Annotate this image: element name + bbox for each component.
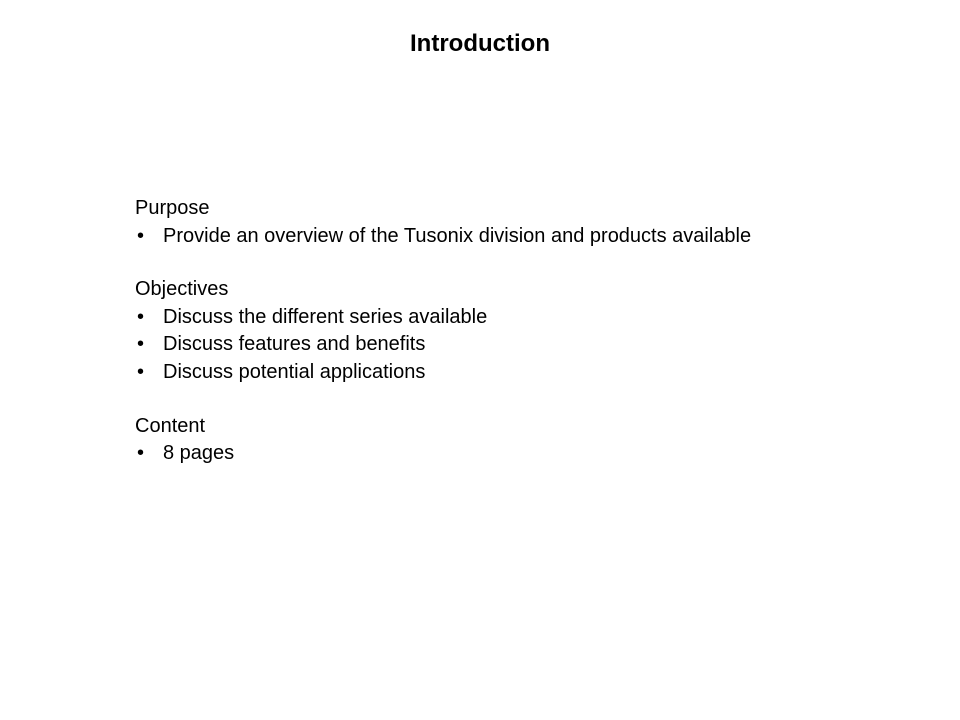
section-purpose: Purpose Provide an overview of the Tuson… [135, 195, 860, 250]
section-heading: Purpose [135, 195, 860, 223]
bullet-list: 8 pages [135, 440, 860, 468]
section-content: Content 8 pages [135, 413, 860, 468]
section-heading: Content [135, 413, 860, 441]
bullet-list: Discuss the different series available D… [135, 304, 860, 387]
bullet-item: Discuss features and benefits [135, 331, 860, 359]
section-objectives: Objectives Discuss the different series … [135, 276, 860, 386]
bullet-list: Provide an overview of the Tusonix divis… [135, 223, 860, 251]
bullet-item: 8 pages [135, 440, 860, 468]
bullet-item: Discuss the different series available [135, 304, 860, 332]
slide-content: Purpose Provide an overview of the Tuson… [135, 195, 860, 494]
bullet-item: Provide an overview of the Tusonix divis… [135, 223, 860, 251]
slide-title: Introduction [0, 30, 960, 58]
section-heading: Objectives [135, 276, 860, 304]
bullet-item: Discuss potential applications [135, 359, 860, 387]
slide: Introduction Purpose Provide an overview… [0, 0, 960, 720]
